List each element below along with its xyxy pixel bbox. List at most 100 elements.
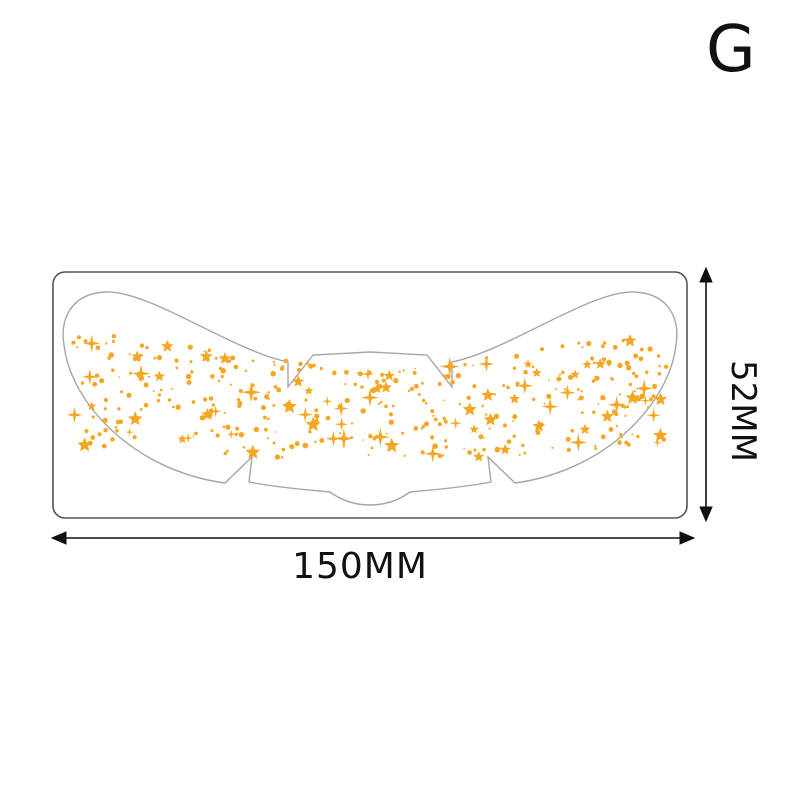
dot-icon xyxy=(442,416,446,421)
dot-icon xyxy=(421,398,426,403)
dot-icon xyxy=(393,377,399,384)
dot-icon xyxy=(617,440,622,445)
sparkle-icon xyxy=(541,397,559,416)
dot-icon xyxy=(445,373,451,380)
dot-icon xyxy=(485,413,488,416)
sparkle-icon xyxy=(516,377,534,395)
dot-icon xyxy=(450,379,455,385)
sparkle-icon xyxy=(607,396,626,414)
dot-icon xyxy=(253,426,260,433)
sparkle-icon xyxy=(182,432,194,444)
dot-icon xyxy=(103,428,108,433)
dot-icon xyxy=(580,411,584,414)
dot-icon xyxy=(548,379,550,382)
star-icon xyxy=(199,349,213,362)
dot-icon xyxy=(115,429,119,433)
dot-icon xyxy=(502,384,506,387)
dot-icon xyxy=(466,395,471,400)
dot-icon xyxy=(652,383,658,389)
dot-icon xyxy=(267,398,270,401)
dot-icon xyxy=(597,403,600,406)
dot-icon xyxy=(651,394,656,399)
dot-icon xyxy=(437,453,443,459)
star-icon xyxy=(483,412,498,426)
dot-icon xyxy=(97,432,102,437)
dot-icon xyxy=(117,407,121,411)
dot-icon xyxy=(314,418,319,423)
dot-icon xyxy=(539,347,545,352)
dot-icon xyxy=(319,366,323,371)
dot-icon xyxy=(632,371,636,376)
dot-icon xyxy=(570,428,575,433)
dot-icon xyxy=(153,356,157,360)
dot-icon xyxy=(619,432,623,436)
dot-icon xyxy=(314,408,319,413)
star-pattern xyxy=(66,334,669,463)
dot-icon xyxy=(398,370,401,374)
sparkle-icon xyxy=(333,400,349,417)
dot-icon xyxy=(274,431,277,433)
dot-icon xyxy=(634,374,639,379)
star-icon xyxy=(653,427,668,442)
dot-icon xyxy=(136,356,141,362)
star-icon xyxy=(531,367,542,377)
dot-icon xyxy=(281,447,286,452)
dot-icon xyxy=(344,397,350,404)
dot-icon xyxy=(647,406,650,409)
star-icon xyxy=(623,334,637,347)
dot-icon xyxy=(267,391,271,394)
dot-icon xyxy=(238,432,245,438)
dot-icon xyxy=(639,393,645,399)
dot-icon xyxy=(332,370,337,376)
sparkle-icon xyxy=(83,334,101,353)
dot-icon xyxy=(171,388,174,390)
star-icon xyxy=(380,381,392,393)
dot-icon xyxy=(289,444,295,450)
dot-icon xyxy=(360,385,364,389)
dot-icon xyxy=(132,435,137,440)
dot-icon xyxy=(270,370,277,377)
dot-icon xyxy=(302,442,309,449)
dot-icon xyxy=(294,441,300,447)
dot-icon xyxy=(95,345,101,351)
dot-icon xyxy=(76,335,81,340)
sparkle-icon xyxy=(125,427,134,437)
dot-icon xyxy=(344,383,347,386)
dot-icon xyxy=(433,417,438,422)
dot-icon xyxy=(484,393,487,397)
dot-icon xyxy=(223,451,227,456)
dot-icon xyxy=(298,361,303,367)
dot-icon xyxy=(414,367,416,370)
dot-icon xyxy=(512,366,517,370)
dot-icon xyxy=(421,381,424,385)
dot-icon xyxy=(443,374,448,379)
dot-icon xyxy=(576,388,580,391)
dot-icon xyxy=(481,404,485,408)
dot-icon xyxy=(272,441,276,445)
dot-icon xyxy=(512,434,516,438)
dot-icon xyxy=(222,425,226,429)
variant-label: G xyxy=(706,13,756,87)
dot-icon xyxy=(325,415,331,421)
star-icon xyxy=(481,388,495,401)
height-dimension-arrow xyxy=(699,266,713,523)
star-icon xyxy=(509,393,520,404)
dot-icon xyxy=(267,437,270,440)
dot-icon xyxy=(304,398,308,402)
dot-icon xyxy=(623,405,627,409)
dot-icon xyxy=(187,344,193,350)
dot-icon xyxy=(626,405,630,409)
dot-icon xyxy=(234,432,238,436)
star-icon xyxy=(625,390,640,404)
dot-icon xyxy=(236,398,241,402)
dot-icon xyxy=(488,427,491,430)
dot-icon xyxy=(220,368,226,374)
dot-icon xyxy=(374,379,380,385)
dot-icon xyxy=(443,419,448,424)
dot-icon xyxy=(626,365,632,371)
sparkle-icon xyxy=(82,369,98,385)
dot-icon xyxy=(107,356,111,360)
dot-icon xyxy=(237,404,242,408)
dot-icon xyxy=(551,446,554,449)
dot-icon xyxy=(156,398,161,403)
